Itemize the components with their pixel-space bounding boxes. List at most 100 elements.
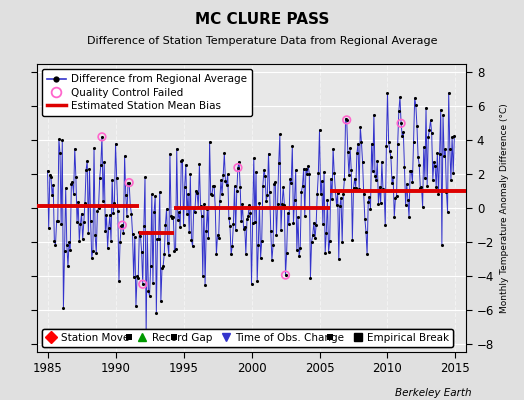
Point: [91, 232, 100, 238]
Point: [85, 166, 94, 172]
Point: [438, 242, 446, 248]
Point: [328, 196, 336, 202]
Point: [177, 158, 185, 164]
Point: [107, 237, 115, 244]
Point: [412, 102, 420, 108]
Point: [345, 172, 353, 178]
Point: [75, 237, 83, 244]
Point: [211, 204, 220, 211]
Point: [335, 256, 343, 263]
Point: [193, 190, 201, 197]
Point: [167, 213, 175, 220]
Point: [191, 208, 199, 215]
Point: [48, 192, 56, 198]
Point: [166, 150, 174, 157]
Point: [178, 156, 187, 163]
Point: [282, 250, 291, 256]
Point: [141, 174, 149, 180]
Point: [220, 150, 228, 156]
Point: [403, 196, 412, 203]
Point: [208, 192, 216, 198]
Point: [159, 263, 167, 269]
Point: [135, 229, 144, 235]
Point: [133, 273, 141, 280]
Point: [134, 275, 143, 282]
Point: [439, 112, 447, 118]
Point: [46, 172, 54, 178]
Point: [410, 95, 419, 101]
Point: [228, 243, 236, 249]
Point: [365, 193, 374, 200]
Point: [56, 150, 64, 157]
Point: [65, 238, 73, 245]
Y-axis label: Monthly Temperature Anomaly Difference (°C): Monthly Temperature Anomaly Difference (…: [500, 103, 509, 313]
Point: [261, 173, 269, 180]
Point: [213, 232, 222, 238]
Point: [161, 222, 170, 228]
Point: [169, 214, 178, 220]
Point: [279, 184, 288, 190]
Point: [199, 273, 207, 280]
Point: [440, 152, 449, 159]
Point: [406, 168, 414, 175]
Point: [67, 181, 75, 187]
Point: [108, 177, 116, 183]
Point: [122, 192, 130, 198]
Point: [425, 126, 434, 133]
Point: [355, 186, 363, 192]
Point: [51, 242, 60, 248]
Point: [275, 160, 283, 166]
Point: [98, 134, 106, 140]
Point: [287, 180, 296, 187]
Point: [90, 145, 98, 152]
Point: [381, 222, 389, 228]
Point: [344, 149, 352, 156]
Point: [394, 141, 402, 147]
Point: [138, 281, 147, 288]
Point: [175, 209, 183, 216]
Point: [297, 189, 305, 195]
Point: [269, 242, 277, 248]
Point: [444, 90, 453, 96]
Point: [125, 179, 133, 186]
Point: [72, 174, 80, 180]
Point: [253, 278, 261, 285]
Point: [295, 253, 303, 260]
Point: [401, 202, 410, 208]
Point: [231, 183, 239, 190]
Point: [340, 176, 348, 182]
Point: [184, 191, 192, 197]
Point: [319, 221, 327, 227]
Point: [341, 115, 350, 122]
Point: [59, 305, 68, 311]
Point: [419, 204, 427, 210]
Point: [294, 214, 302, 220]
Point: [182, 162, 190, 168]
Point: [252, 168, 260, 175]
Point: [254, 242, 263, 248]
Point: [388, 180, 396, 186]
Point: [378, 159, 386, 165]
Point: [324, 249, 333, 256]
Point: [257, 238, 266, 245]
Point: [217, 177, 225, 184]
Point: [405, 214, 413, 220]
Point: [305, 171, 313, 177]
Point: [322, 229, 331, 236]
Point: [400, 164, 409, 170]
Point: [298, 183, 307, 189]
Point: [386, 148, 394, 154]
Point: [339, 191, 347, 197]
Point: [277, 227, 285, 233]
Point: [357, 139, 366, 145]
Point: [323, 196, 332, 203]
Point: [450, 133, 458, 139]
Point: [144, 287, 152, 294]
Point: [353, 150, 361, 156]
Point: [148, 191, 156, 198]
Point: [407, 168, 416, 174]
Point: [278, 200, 286, 207]
Point: [249, 155, 258, 161]
Point: [274, 200, 282, 207]
Point: [57, 221, 66, 227]
